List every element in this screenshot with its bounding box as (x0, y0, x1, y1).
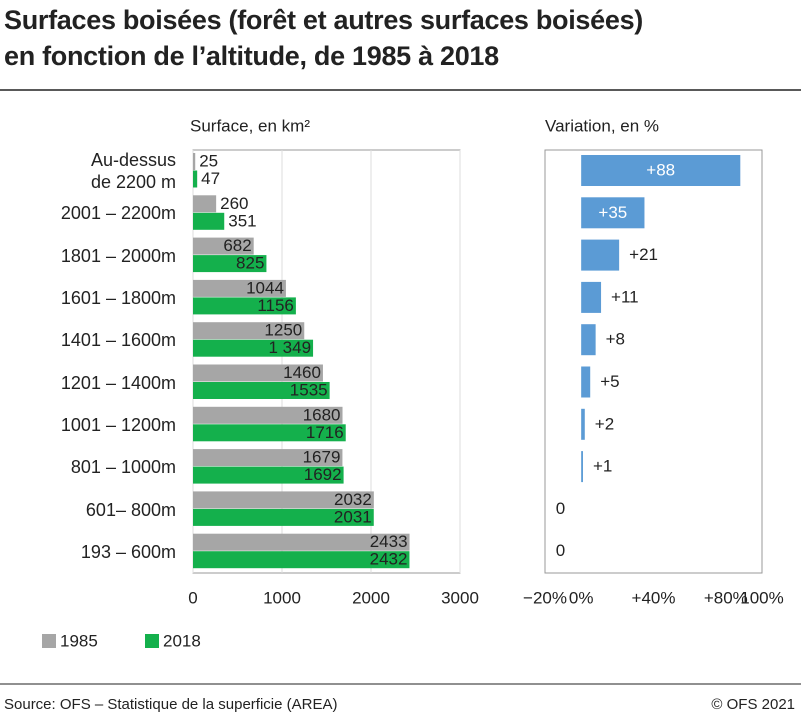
bar (581, 366, 591, 398)
data-label: 1044 (246, 278, 284, 297)
data-label: +1 (593, 457, 612, 476)
bar (193, 466, 344, 484)
bar (581, 324, 596, 356)
category-label: 1201 – 1400m (60, 372, 176, 393)
data-label: 2432 (370, 550, 408, 569)
data-label: 1680 (303, 405, 341, 424)
data-label: 1692 (304, 465, 342, 484)
bar (581, 451, 583, 483)
x-tick-label: +40% (632, 588, 676, 607)
credit: © OFS 2021 (711, 696, 795, 713)
data-label: 25 (199, 151, 218, 170)
x-tick-label: 0% (569, 588, 594, 607)
data-label: +5 (600, 372, 619, 391)
category-label: 193 – 600m (80, 541, 176, 562)
data-label: 2433 (370, 532, 408, 551)
bar (193, 322, 305, 340)
x-tick-label: −20% (523, 588, 567, 607)
bar (193, 551, 410, 569)
legend-label: 2018 (163, 631, 201, 650)
data-label: 1679 (303, 448, 341, 467)
data-label: 47 (201, 169, 220, 188)
category-label: 601– 800m (85, 499, 176, 520)
bar (193, 255, 267, 273)
category-label: 801 – 1000m (70, 457, 176, 478)
bar (193, 406, 343, 424)
bar (193, 491, 374, 509)
bar (193, 237, 254, 255)
data-label: 1716 (306, 423, 344, 442)
category-label: Au-dessus de 2200 m (90, 150, 176, 193)
data-label: 351 (228, 211, 256, 230)
data-label: 0 (556, 541, 565, 560)
category-label: 1601 – 1800m (60, 288, 176, 309)
data-label: 2032 (334, 490, 372, 509)
bar (193, 424, 346, 442)
bar (193, 449, 343, 467)
data-label: +35 (598, 203, 627, 222)
x-tick-label: 3000 (441, 588, 479, 607)
data-label: +2 (595, 414, 614, 433)
bar (193, 382, 330, 399)
data-label: 0 (556, 499, 565, 518)
data-label: +11 (611, 287, 639, 306)
bar (193, 153, 196, 170)
bar (193, 212, 225, 230)
bar (581, 408, 585, 440)
bar (193, 195, 217, 213)
bar (581, 197, 645, 229)
category-label: 1001 – 1200m (60, 414, 176, 435)
data-label: 1535 (290, 380, 328, 399)
category-label: 1801 – 2000m (60, 245, 176, 266)
bar (193, 297, 296, 315)
data-label: 825 (236, 254, 264, 273)
bar (193, 533, 410, 551)
data-label: 1 349 (269, 338, 312, 357)
data-label: 260 (220, 194, 248, 213)
bar (581, 155, 741, 186)
legend-swatch (42, 634, 56, 648)
category-label: 1401 – 1600m (60, 330, 176, 351)
legend-swatch (145, 634, 159, 648)
data-label: 1250 (264, 321, 302, 340)
bar (581, 281, 602, 313)
bar (193, 508, 374, 526)
bar (193, 170, 198, 188)
axis-title: Surface, en km² (190, 116, 310, 135)
bar (193, 339, 314, 357)
bar (193, 364, 323, 382)
x-tick-label: +80% (704, 588, 748, 607)
axis-title: Variation, en % (545, 116, 659, 135)
bar (193, 279, 286, 297)
bar (581, 239, 620, 271)
x-tick-label: 2000 (352, 588, 390, 607)
x-tick-label: 100% (740, 588, 783, 607)
data-label: 1156 (257, 296, 294, 315)
data-label: +88 (646, 160, 675, 179)
data-label: +21 (629, 245, 658, 264)
chart-title: Surfaces boisées (forêt et autres surfac… (4, 5, 643, 71)
x-tick-label: 1000 (263, 588, 301, 607)
legend-label: 1985 (60, 631, 98, 650)
source: Source: OFS – Statistique de la superfic… (4, 696, 338, 713)
category-label: 2001 – 2200m (60, 203, 176, 224)
data-label: +8 (606, 330, 625, 349)
data-label: 1460 (283, 363, 321, 382)
plot-frame (544, 149, 763, 574)
data-label: 2031 (334, 507, 372, 526)
data-label: 682 (223, 236, 251, 255)
x-tick-label: 0 (188, 588, 197, 607)
